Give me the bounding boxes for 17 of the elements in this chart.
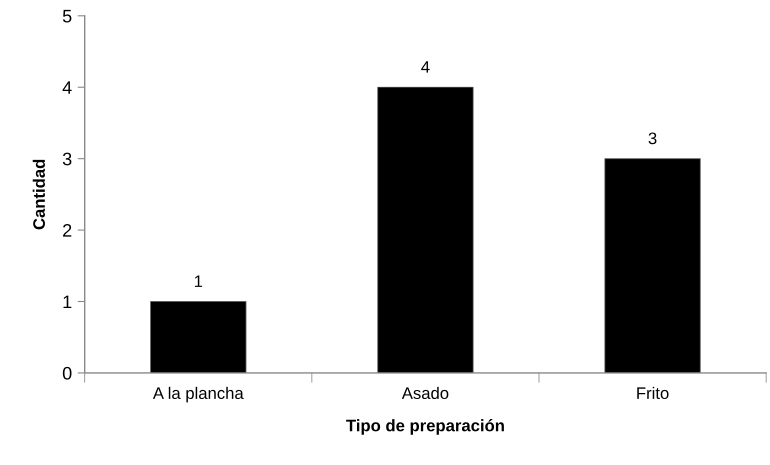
y-axis-title: Cantidad <box>32 160 45 230</box>
x-axis-title: Tipo de preparación <box>346 419 504 435</box>
data-label: 4 <box>421 61 430 73</box>
data-label: 3 <box>648 132 656 144</box>
bar <box>604 158 701 373</box>
y-tick-label: 2 <box>63 224 72 237</box>
x-tick-label: Asado <box>402 386 448 400</box>
x-tick-label: A la plancha <box>152 386 244 402</box>
x-tick-label: Frito <box>637 386 669 400</box>
bar <box>150 301 246 373</box>
bar <box>377 86 474 373</box>
y-tick-label: 5 <box>62 10 72 23</box>
y-tick-label: 0 <box>62 366 72 380</box>
y-tick-label: 3 <box>62 152 72 166</box>
data-label: 1 <box>194 275 202 287</box>
y-tick-label: 4 <box>62 81 72 94</box>
y-tick-label: 1 <box>64 296 72 308</box>
